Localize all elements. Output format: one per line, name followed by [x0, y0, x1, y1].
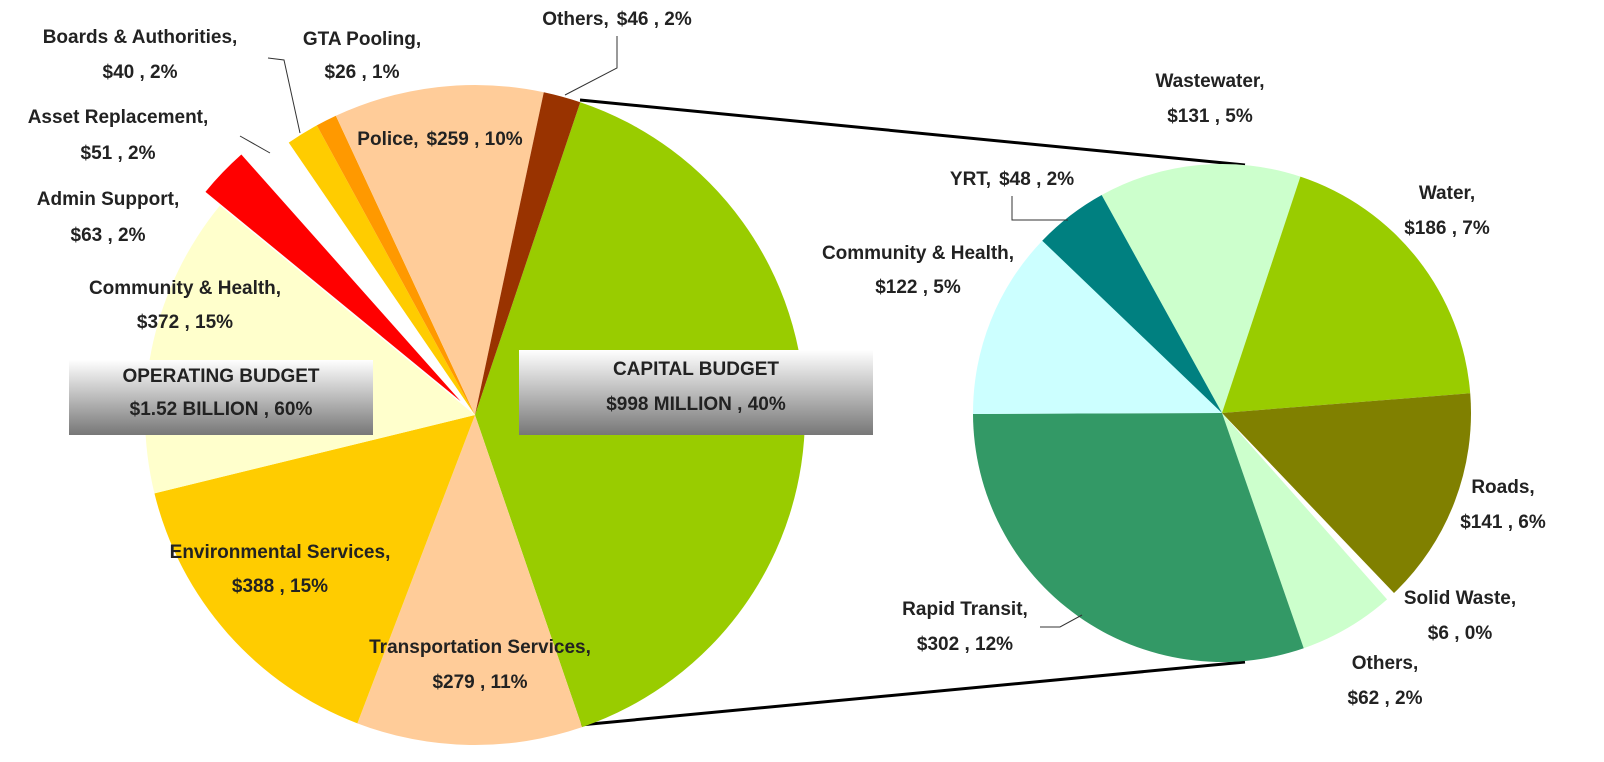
category-label: Others, — [542, 9, 609, 30]
category-label: Water, — [1419, 183, 1475, 204]
category-label: Rapid Transit, — [902, 599, 1028, 620]
category-label: Solid Waste, — [1404, 588, 1516, 609]
category-label: Admin Support, — [37, 189, 179, 210]
category-label: Roads, — [1471, 477, 1534, 498]
category-label: GTA Pooling, — [303, 29, 421, 50]
category-label: Others, — [1352, 653, 1419, 674]
pie-slice — [475, 92, 581, 415]
leader-line — [239, 135, 271, 154]
slice-label: Others, $46 , 2% — [542, 9, 692, 30]
value-label: $51 , 2% — [81, 143, 156, 164]
pie-slice — [288, 125, 475, 415]
value-label: $259 , 10% — [427, 129, 523, 150]
value-label: $186 , 7% — [1404, 218, 1490, 239]
pie-slice — [335, 84, 544, 415]
value-label: $998 MILLION , 40% — [606, 394, 786, 415]
value-label: $62 , 2% — [1348, 688, 1423, 709]
pie-slice — [154, 415, 476, 724]
category-label: Police, — [357, 129, 418, 150]
leader-line — [564, 36, 618, 96]
leader-line — [267, 57, 301, 134]
pie-slice — [205, 154, 461, 402]
pie-slice — [357, 415, 583, 746]
leader-line — [1011, 196, 1068, 221]
pie-slice — [316, 115, 475, 416]
value-label: $302 , 12% — [917, 634, 1013, 655]
pie-slice — [973, 240, 1222, 414]
value-label: $6 , 0% — [1428, 623, 1493, 644]
labels: CAPITAL BUDGET $998 MILLION , 40% Transpor… — [28, 9, 1546, 709]
category-label: Asset Replacement, — [28, 107, 209, 128]
value-label: $372 , 15% — [137, 312, 233, 333]
value-label: $48 , 2% — [999, 169, 1074, 190]
category-label: Wastewater, — [1155, 71, 1264, 92]
pie-slice — [1234, 426, 1407, 613]
connector-line — [579, 660, 1246, 727]
pie-slice — [255, 142, 475, 415]
value-label: $279 , 11% — [432, 672, 527, 693]
operating-label-box — [69, 360, 373, 435]
value-label: $63 , 2% — [71, 225, 146, 246]
category-label: Community & Health, — [822, 243, 1014, 264]
capital-label-box — [519, 350, 873, 435]
category-label: Boards & Authorities, — [43, 27, 238, 48]
category-label: Community & Health, — [89, 278, 281, 299]
value-label: $141 , 6% — [1460, 512, 1546, 533]
connector-line — [579, 98, 1246, 167]
annotation: OPERATING BUDGET — [122, 366, 319, 387]
value-label: $388 , 15% — [232, 576, 328, 597]
category-label: Transportation Services, — [369, 637, 591, 658]
pie-slice — [1101, 164, 1301, 413]
leader-line — [1040, 614, 1083, 628]
value-label: $122 , 5% — [875, 277, 961, 298]
pie-slice — [1042, 195, 1222, 413]
annotation: $1.52 BILLION , 60% — [130, 399, 313, 420]
value-label: $40 , 2% — [103, 62, 178, 83]
category-label: CAPITAL BUDGET — [613, 359, 779, 380]
category-label: YRT, — [950, 169, 991, 190]
category-label: Environmental Services, — [170, 542, 391, 563]
value-label: $46 , 2% — [617, 9, 692, 30]
slice-label: YRT, $48 , 2% — [950, 169, 1074, 190]
value-label: $131 , 5% — [1167, 106, 1253, 127]
pie-slice — [973, 413, 1304, 662]
pie-slice — [1222, 176, 1471, 413]
pie-slice — [1222, 413, 1388, 649]
slice-label: Police, $259 , 10% — [357, 129, 522, 150]
value-label: $26 , 1% — [325, 62, 400, 83]
pie-slice — [1222, 393, 1471, 594]
